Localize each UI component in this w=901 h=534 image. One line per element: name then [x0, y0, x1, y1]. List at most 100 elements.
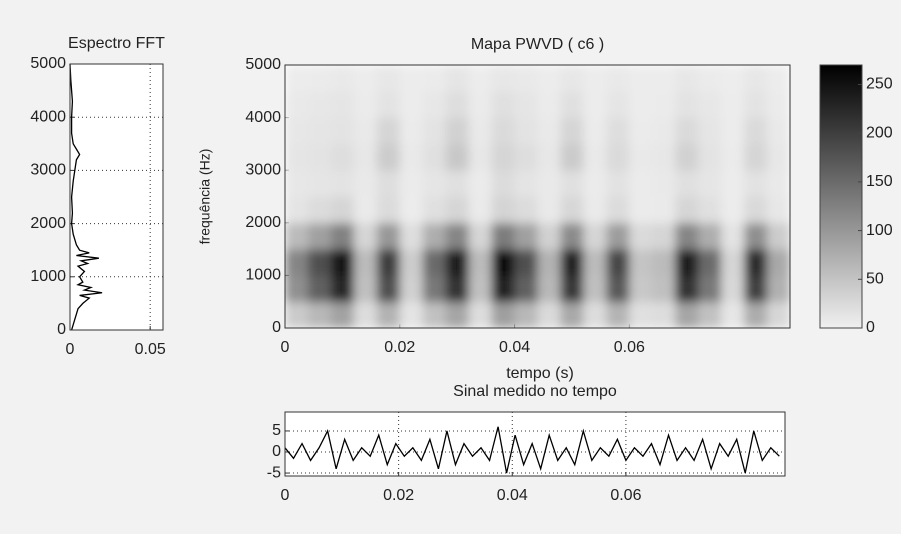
heat-cell: [468, 117, 493, 145]
y-tick-label: 0: [272, 443, 281, 460]
heat-cell: [652, 301, 676, 328]
heat-cell: [698, 91, 722, 119]
plot-area: [70, 64, 163, 330]
heat-cell: [376, 65, 401, 92]
heat-cell: [767, 196, 790, 224]
heat-cell: [721, 170, 745, 197]
heat-cell: [514, 65, 538, 92]
heat-cell: [583, 91, 607, 119]
heat-cell: [698, 301, 722, 328]
heat-cell: [399, 196, 424, 224]
heat-cell: [330, 91, 355, 119]
heat-cell: [629, 143, 653, 171]
heat-cell: [744, 117, 768, 145]
y-tick-label: 4000: [245, 109, 281, 126]
heat-cell: [744, 170, 768, 197]
heat-cell: [675, 117, 699, 145]
heat-cell: [445, 170, 470, 197]
heat-cell: [721, 117, 745, 145]
heat-cell: [285, 170, 309, 197]
heat-cell: [675, 301, 699, 328]
heat-cell: [307, 249, 332, 276]
colorbar-tick-label: 100: [866, 222, 893, 239]
heat-cell: [583, 65, 607, 92]
heat-cell: [491, 117, 516, 145]
heat-cell: [514, 117, 538, 145]
colorbar-tick-label: 0: [866, 319, 875, 336]
heat-cell: [330, 143, 355, 171]
heat-cell: [307, 275, 332, 303]
heat-cell: [537, 196, 561, 224]
heat-cell: [514, 196, 538, 224]
data-line: [69, 63, 103, 331]
heat-cell: [285, 143, 309, 171]
y-tick-label: 1000: [30, 268, 66, 285]
heat-cell: [629, 65, 653, 92]
heat-cell: [537, 117, 561, 145]
heat-cell: [376, 275, 401, 303]
heat-cell: [537, 65, 561, 92]
heat-cell: [491, 196, 516, 224]
heat-cell: [307, 301, 332, 328]
heat-cell: [675, 275, 699, 303]
heat-cell: [698, 65, 722, 92]
heat-cell: [422, 249, 447, 276]
heat-cell: [514, 222, 538, 250]
heat-cell: [744, 275, 768, 303]
heat-cell: [767, 117, 790, 145]
colorbar: [819, 64, 863, 329]
heat-cell: [560, 222, 584, 250]
heat-cell: [652, 65, 676, 92]
heat-cell: [537, 91, 561, 119]
heat-cell: [721, 222, 745, 250]
heat-cell: [629, 170, 653, 197]
heat-cell: [606, 91, 630, 119]
heat-cell: [353, 117, 378, 145]
heat-cell: [629, 275, 653, 303]
heat-cell: [399, 65, 424, 92]
x-tick-label: 0.02: [383, 487, 414, 504]
chart-title: Mapa PWVD ( c6 ): [471, 36, 604, 53]
y-tick-label: 5000: [245, 56, 281, 73]
colorbar-tick-label: 250: [866, 76, 893, 93]
heat-cell: [422, 143, 447, 171]
heat-cell: [376, 222, 401, 250]
heat-cell: [468, 222, 493, 250]
heat-cell: [698, 275, 722, 303]
heat-cell: [445, 275, 470, 303]
y-tick-label: 5000: [30, 55, 66, 72]
heat-cell: [514, 301, 538, 328]
heat-cell: [330, 65, 355, 92]
heat-cell: [560, 275, 584, 303]
x-tick-label: 0.04: [499, 339, 530, 356]
heat-cell: [399, 222, 424, 250]
heat-cell: [422, 196, 447, 224]
heat-cell: [583, 249, 607, 276]
heat-cell: [514, 249, 538, 276]
heatmap: [285, 65, 790, 328]
y-tick-label: 0: [272, 319, 281, 336]
heat-cell: [399, 143, 424, 171]
heat-cell: [376, 170, 401, 197]
heat-cell: [560, 170, 584, 197]
heat-cell: [767, 143, 790, 171]
heat-cell: [399, 91, 424, 119]
heat-cell: [560, 301, 584, 328]
x-tick-label: 0: [281, 487, 290, 504]
heat-cell: [445, 143, 470, 171]
heat-cell: [675, 170, 699, 197]
heat-cell: [606, 170, 630, 197]
heat-cell: [767, 91, 790, 119]
heat-cell: [560, 117, 584, 145]
heatmap-cells: [285, 65, 790, 328]
heat-cell: [422, 65, 447, 92]
heat-cell: [583, 170, 607, 197]
heat-cell: [606, 65, 630, 92]
heat-cell: [330, 196, 355, 224]
heat-cell: [652, 222, 676, 250]
y-tick-label: 5: [272, 422, 281, 439]
heat-cell: [353, 196, 378, 224]
heat-cell: [606, 143, 630, 171]
plot-frame: [69, 63, 164, 331]
heat-cell: [285, 117, 309, 145]
